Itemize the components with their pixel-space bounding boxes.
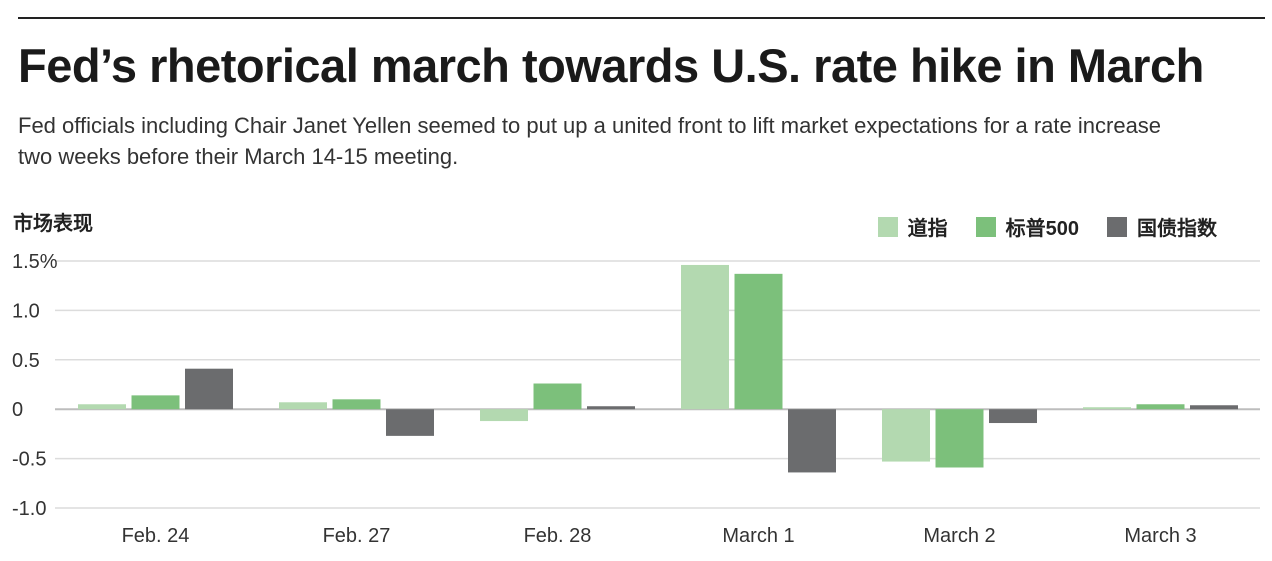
- bars: [78, 264, 1238, 473]
- y-axis-label: 市场表现: [13, 211, 93, 235]
- bar-dow: [681, 264, 729, 410]
- y-tick-label: 1.5%: [12, 251, 58, 273]
- bar-treasury: [185, 368, 233, 410]
- y-tick-label: -0.5: [12, 449, 46, 471]
- x-tick-labels: Feb. 24 Feb. 27 Feb. 28 March 1 March 2 March…: [122, 525, 1197, 547]
- y-tick-label: 0.5: [12, 350, 40, 372]
- bar-sp500: [533, 383, 582, 410]
- legend-item-treasury: 国债指数: [1107, 212, 1217, 241]
- top-rule: [18, 17, 1265, 19]
- y-tick-label: -1.0: [12, 498, 46, 520]
- x-tick-label: March 3: [1124, 525, 1196, 547]
- legend-label-treasury: 国债指数: [1137, 218, 1217, 240]
- bar-sp500: [935, 409, 984, 468]
- x-tick-label: March 2: [923, 525, 995, 547]
- bar-sp500: [332, 399, 381, 410]
- legend-label-dow: 道指: [907, 218, 948, 240]
- legend-swatch-dow: [877, 216, 898, 237]
- bar-sp500: [1136, 404, 1185, 410]
- gridlines: [55, 260, 1260, 509]
- bar-treasury: [788, 409, 836, 473]
- bar-sp500: [131, 395, 180, 410]
- legend-swatch-sp500: [975, 216, 996, 237]
- bar-dow: [279, 402, 327, 410]
- x-tick-label: March 1: [722, 525, 794, 547]
- y-ticks: 1.5% 1.0 0.5 0 -0.5 -1.0: [12, 251, 58, 520]
- bar-treasury: [386, 409, 434, 436]
- x-tick-label: Feb. 28: [524, 525, 592, 547]
- bar-treasury: [989, 409, 1037, 424]
- bar-dow: [78, 404, 126, 410]
- bar-dow: [1083, 407, 1131, 410]
- bar-dow: [882, 409, 930, 462]
- chart-subtitle: Fed officials including Chair Janet Yell…: [18, 113, 1162, 169]
- bar-dow: [480, 409, 528, 422]
- chart-title: Fed’s rhetorical march towards U.S. rate…: [18, 39, 1204, 92]
- legend-item-sp500: 标普500: [975, 212, 1079, 241]
- legend-swatch-treasury: [1107, 216, 1127, 237]
- bar-treasury: [1190, 405, 1238, 410]
- x-tick-label: Feb. 24: [122, 525, 190, 547]
- legend-item-dow: 道指: [877, 212, 948, 241]
- y-tick-label: 0: [12, 399, 23, 421]
- x-tick-label: Feb. 27: [323, 525, 391, 547]
- y-tick-label: 1.0: [12, 300, 40, 322]
- legend-label-sp500: 标普500: [1005, 218, 1079, 240]
- bar-sp500: [734, 273, 783, 410]
- legend: 道指 标普500 国债指数: [850, 212, 1217, 241]
- bar-treasury: [587, 406, 635, 410]
